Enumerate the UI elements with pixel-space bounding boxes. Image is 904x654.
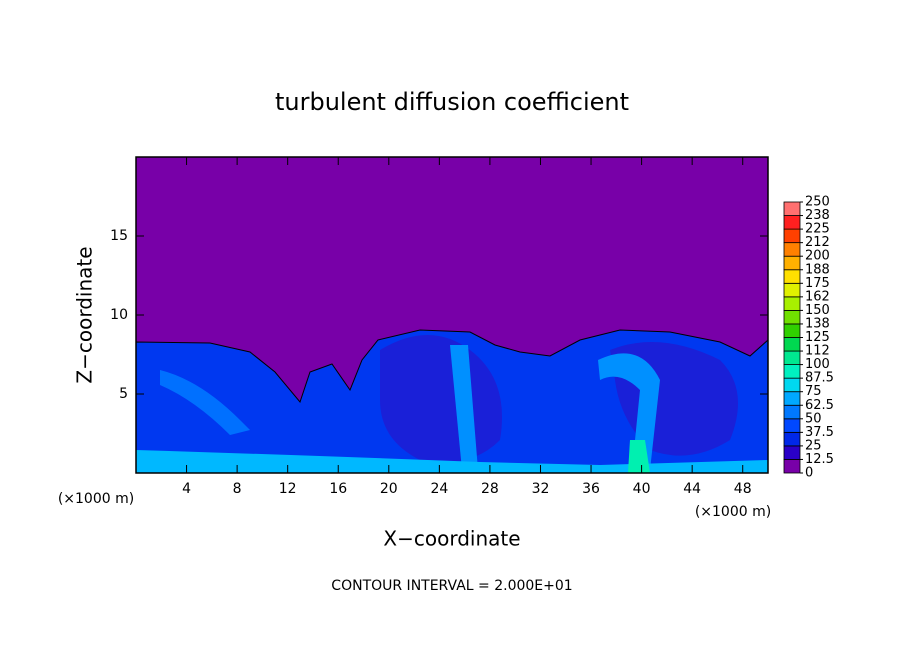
colorbar-swatch (783, 269, 801, 284)
x-tick-label: 48 (734, 481, 752, 497)
colorbar-label: 112 (805, 344, 830, 359)
colorbar-label: 200 (805, 249, 830, 264)
x-scale-label: (×1000 m) (695, 504, 771, 520)
colorbar-label: 188 (805, 262, 830, 277)
x-tick-label: 4 (182, 481, 191, 497)
colorbar-swatch (783, 404, 801, 420)
colorbar-label: 212 (805, 235, 830, 250)
colorbar-label: 250 (805, 195, 830, 210)
colorbar-swatch (783, 323, 801, 338)
colorbar-label: 0 (805, 466, 813, 481)
colorbar-swatch (783, 242, 801, 257)
colorbar-swatch (783, 309, 801, 325)
x-tick-label: 8 (233, 481, 242, 497)
field-streak (160, 370, 250, 435)
colorbar-label: 75 (805, 384, 822, 399)
colorbar-swatch (783, 418, 801, 433)
colorbar-label: 12.5 (805, 452, 834, 467)
contour-field (135, 157, 769, 474)
colorbar-label: 100 (805, 357, 830, 372)
colorbar-swatch (783, 377, 801, 393)
colorbar-swatch (783, 459, 801, 474)
field-streak (450, 345, 478, 470)
contour-interval: CONTOUR INTERVAL = 2.000E+01 (331, 578, 572, 594)
x-tick-label: 16 (329, 481, 347, 497)
x-tick-label: 36 (582, 481, 600, 497)
colorbar-label: 87.5 (805, 371, 834, 386)
colorbar-swatch (783, 255, 801, 271)
colorbar-swatch (783, 364, 801, 379)
colorbar-swatch (783, 337, 801, 352)
colorbar-label: 175 (805, 276, 830, 291)
x-tick-label: 40 (633, 481, 651, 497)
colorbar-label: 125 (805, 330, 830, 345)
colorbar-label: 37.5 (805, 425, 834, 440)
chart-title: turbulent diffusion coefficient (275, 88, 629, 116)
colorbar-swatch (783, 228, 801, 244)
colorbar-swatch (783, 201, 801, 216)
y-tick-label: 10 (110, 307, 128, 323)
colorbar-label: 50 (805, 411, 822, 426)
colorbar-swatch (783, 431, 801, 447)
field-peak (628, 440, 650, 473)
colorbar-swatch (783, 215, 801, 230)
colorbar-label: 162 (805, 289, 830, 304)
colorbar-label: 138 (805, 316, 830, 331)
y-scale-label: (×1000 m) (58, 491, 134, 507)
colorbar-swatch (783, 350, 801, 365)
colorbar-label: 150 (805, 303, 830, 318)
y-axis-label: Z−coordinate (73, 246, 97, 383)
y-tick-label: 5 (119, 386, 128, 402)
x-tick-label: 20 (380, 481, 398, 497)
y-tick-label: 15 (110, 228, 128, 244)
colorbar-swatch (783, 391, 801, 406)
x-tick-label: 44 (683, 481, 701, 497)
x-tick-label: 32 (532, 481, 550, 497)
colorbar-label: 225 (805, 222, 830, 237)
colorbar-label: 25 (805, 438, 822, 453)
x-tick-label: 28 (481, 481, 499, 497)
x-axis-label: X−coordinate (383, 527, 520, 551)
colorbar-swatch (783, 282, 801, 298)
x-tick-label: 12 (279, 481, 297, 497)
field-bottom (136, 450, 768, 473)
colorbar-label: 238 (805, 208, 830, 223)
colorbar-label: 62.5 (805, 398, 834, 413)
colorbar-swatch (783, 445, 801, 460)
colorbar-swatch (783, 296, 801, 311)
x-tick-label: 24 (430, 481, 448, 497)
